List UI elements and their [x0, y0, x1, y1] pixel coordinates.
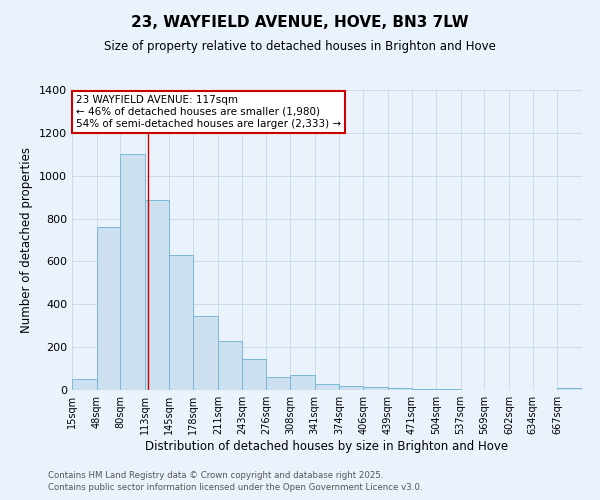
Bar [339, 386, 363, 390]
Bar [218, 340, 242, 390]
Text: 23 WAYFIELD AVENUE: 117sqm
← 46% of detached houses are smaller (1,980)
54% of s: 23 WAYFIELD AVENUE: 117sqm ← 46% of deta… [76, 96, 341, 128]
Bar [97, 227, 121, 390]
Bar [266, 377, 290, 390]
Bar [315, 384, 339, 390]
Bar [145, 200, 169, 390]
Bar [290, 375, 315, 390]
Text: Size of property relative to detached houses in Brighton and Hove: Size of property relative to detached ho… [104, 40, 496, 53]
Bar [363, 387, 388, 390]
Bar [242, 359, 266, 390]
Text: Contains public sector information licensed under the Open Government Licence v3: Contains public sector information licen… [48, 484, 422, 492]
Bar [436, 389, 461, 390]
Bar [193, 316, 218, 390]
Bar [72, 380, 97, 390]
X-axis label: Distribution of detached houses by size in Brighton and Hove: Distribution of detached houses by size … [145, 440, 509, 453]
Bar [169, 255, 193, 390]
Text: 23, WAYFIELD AVENUE, HOVE, BN3 7LW: 23, WAYFIELD AVENUE, HOVE, BN3 7LW [131, 15, 469, 30]
Y-axis label: Number of detached properties: Number of detached properties [20, 147, 34, 333]
Bar [388, 388, 412, 390]
Text: Contains HM Land Registry data © Crown copyright and database right 2025.: Contains HM Land Registry data © Crown c… [48, 471, 383, 480]
Bar [121, 154, 145, 390]
Bar [412, 389, 436, 390]
Bar [557, 388, 582, 390]
